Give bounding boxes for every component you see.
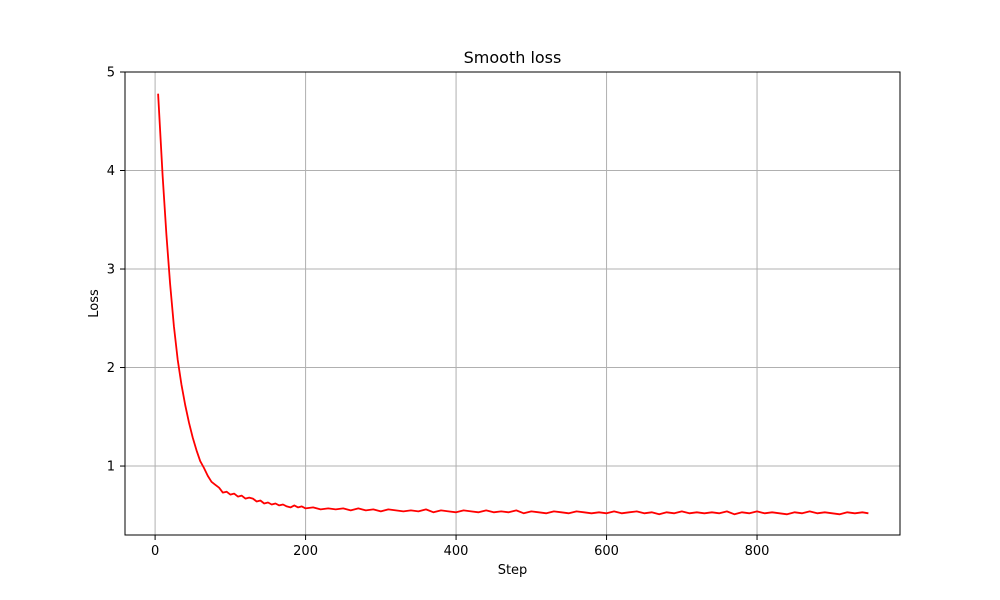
x-axis-label: Step	[498, 563, 528, 578]
x-tick-label: 600	[594, 544, 619, 559]
x-tick-label: 200	[293, 544, 318, 559]
chart-title: Smooth loss	[464, 48, 562, 67]
y-tick-label: 1	[107, 460, 115, 475]
y-tick-label: 4	[107, 164, 115, 179]
x-tick-label: 0	[151, 544, 159, 559]
x-tick-label: 400	[444, 544, 469, 559]
y-tick-label: 3	[107, 263, 115, 278]
plot-frame	[124, 71, 901, 536]
grid	[125, 71, 900, 535]
x-tick-label: 800	[745, 544, 770, 559]
loss-series-line	[157, 93, 869, 516]
axis-ticks: 0 200 400 600 800 1 2 3 4 5	[107, 66, 770, 560]
y-axis-label: Loss	[87, 289, 102, 318]
y-tick-label: 2	[107, 361, 115, 376]
y-tick-label: 5	[107, 66, 115, 81]
series-layer	[157, 93, 869, 516]
